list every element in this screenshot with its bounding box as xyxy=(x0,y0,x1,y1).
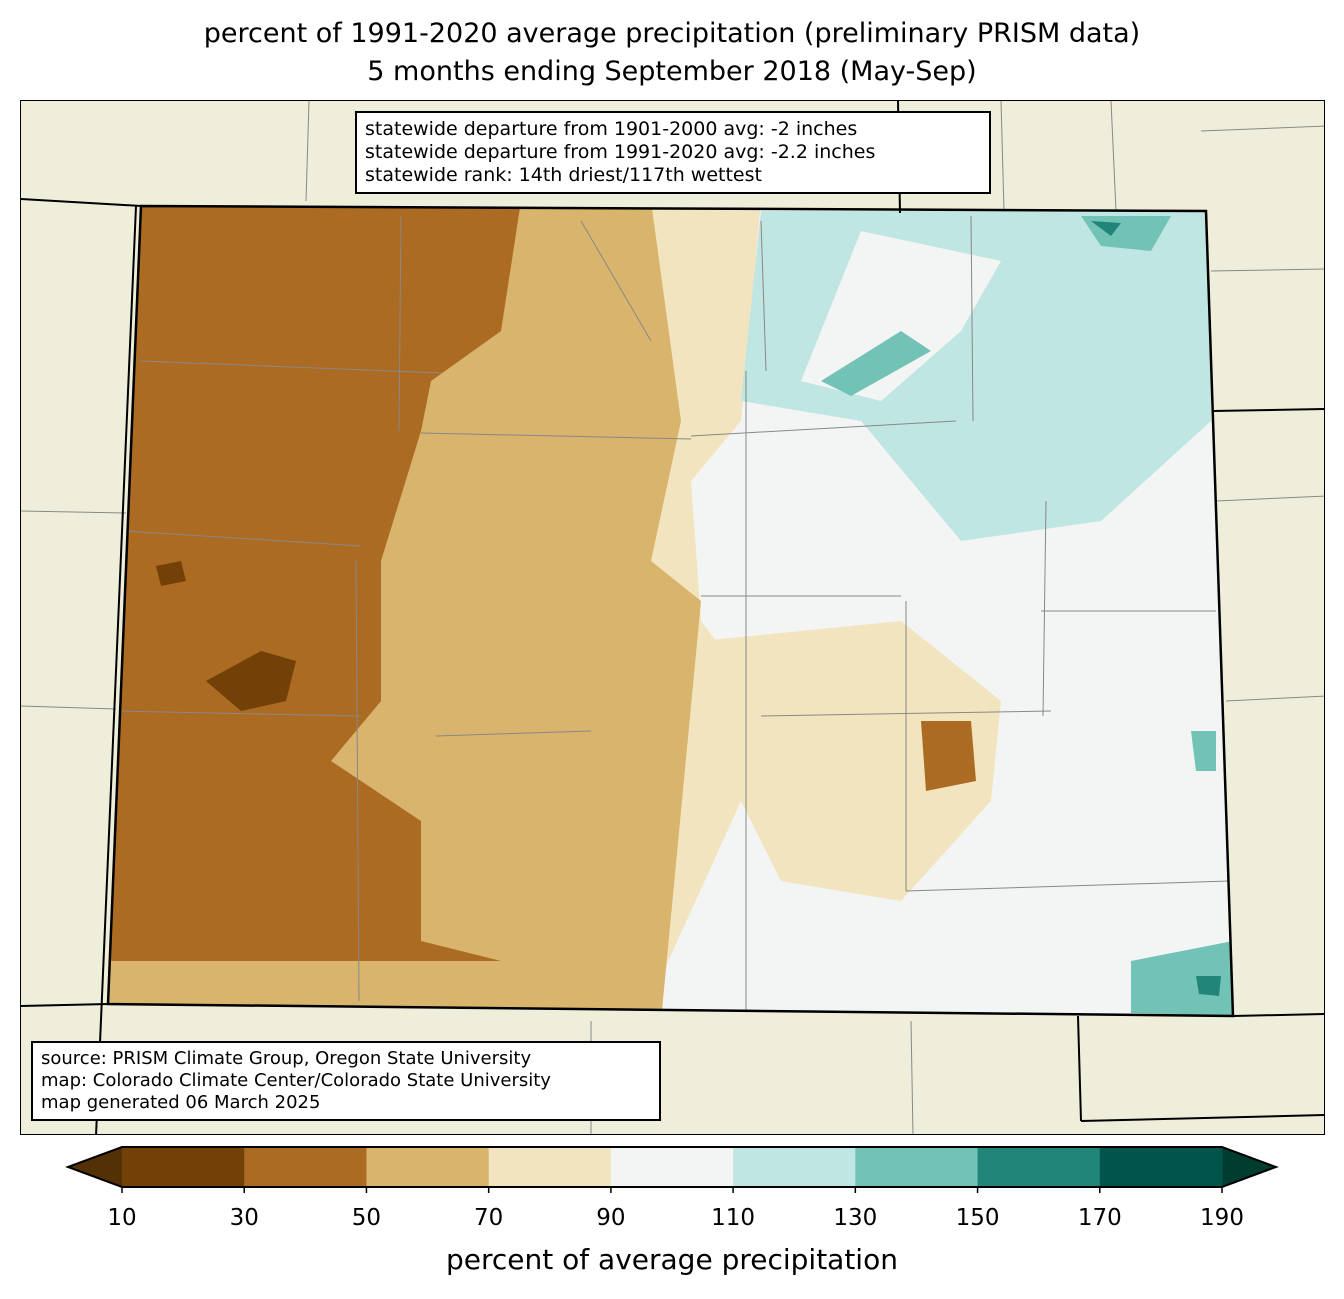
departure-1991-2020: statewide departure from 1991-2020 avg: … xyxy=(365,141,876,163)
map-title-line2: 5 months ending September 2018 (May-Sep) xyxy=(367,56,977,87)
statewide-stats-box: statewide departure from 1901-2000 avg: … xyxy=(355,111,991,194)
colorbar-tick-label: 170 xyxy=(1077,1205,1122,1231)
colorbar-segment xyxy=(855,1147,979,1187)
colorbar-segment xyxy=(977,1147,1101,1187)
colorbar-label: percent of average precipitation xyxy=(446,1243,898,1276)
colorado-precip-map xyxy=(21,101,1324,1134)
colorbar-tick-label: 70 xyxy=(474,1205,504,1231)
colorbar-segment xyxy=(488,1147,612,1187)
colorbar-under-arrow xyxy=(68,1147,122,1187)
colorbar-tick-label: 130 xyxy=(833,1205,878,1231)
colorbar-segment xyxy=(244,1147,367,1187)
map-title-line1: percent of 1991-2020 average precipitati… xyxy=(203,18,1141,49)
colorbar xyxy=(65,1146,1279,1193)
colorbar-tick-label: 90 xyxy=(596,1205,626,1231)
colorbar-tick-label: 150 xyxy=(955,1205,1000,1231)
colorbar-tick-label: 30 xyxy=(229,1205,259,1231)
colorbar-segment xyxy=(610,1147,734,1187)
map-panel xyxy=(20,100,1325,1135)
generated-date-line: map generated 06 March 2025 xyxy=(41,1092,321,1113)
colorbar-segment xyxy=(733,1147,856,1187)
map-credit-line: map: Colorado Climate Center/Colorado St… xyxy=(41,1070,551,1091)
state-borders xyxy=(21,101,1324,1134)
source-line: source: PRISM Climate Group, Oregon Stat… xyxy=(41,1048,532,1069)
colorbar-segment xyxy=(122,1147,245,1187)
colorbar-tick-label: 110 xyxy=(711,1205,756,1231)
county-borders xyxy=(115,215,1232,1016)
colorbar-tick-label: 190 xyxy=(1200,1205,1244,1231)
departure-1901-2000: statewide departure from 1901-2000 avg: … xyxy=(365,118,858,140)
statewide-rank: statewide rank: 14th driest/117th wettes… xyxy=(365,164,762,186)
colorbar-segment xyxy=(1099,1147,1223,1187)
colorbar-tick-label: 10 xyxy=(107,1205,137,1231)
colorbar-over-arrow xyxy=(1222,1147,1276,1187)
precip-field xyxy=(108,206,1233,1016)
source-box: source: PRISM Climate Group, Oregon Stat… xyxy=(31,1041,661,1121)
colorbar-tick-label: 50 xyxy=(351,1205,382,1231)
colorbar-segment xyxy=(366,1147,490,1187)
